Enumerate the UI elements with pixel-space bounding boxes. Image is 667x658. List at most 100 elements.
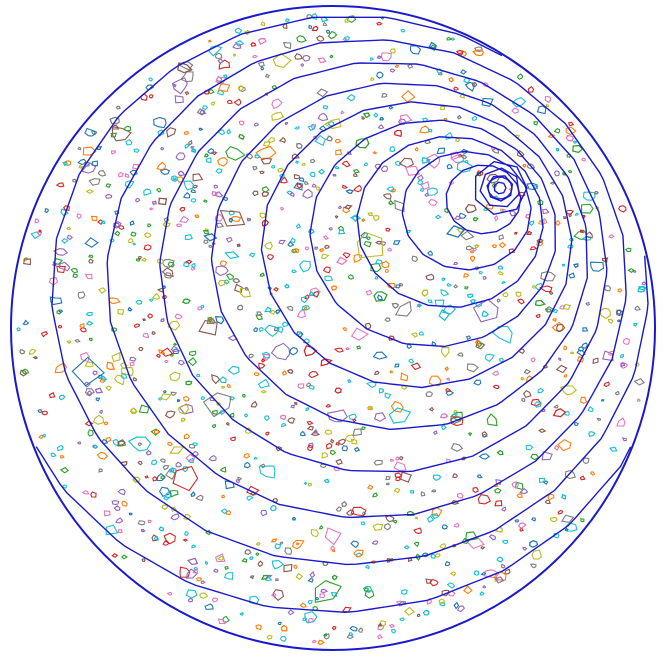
- particle: [343, 253, 350, 258]
- particle: [457, 50, 463, 54]
- particle: [412, 363, 421, 369]
- particle: [323, 106, 327, 109]
- particle: [184, 193, 190, 198]
- particle: [100, 410, 102, 413]
- particle: [195, 215, 198, 218]
- particle: [516, 292, 521, 296]
- particle: [365, 588, 369, 591]
- particle: [527, 232, 531, 235]
- particle: [116, 106, 120, 109]
- particle: [265, 243, 273, 250]
- particle: [185, 144, 189, 148]
- particle: [251, 43, 255, 46]
- particle: [212, 192, 217, 196]
- particle: [251, 576, 254, 578]
- particle: [90, 338, 93, 340]
- particle: [317, 89, 327, 97]
- particle: [196, 495, 203, 500]
- particle: [185, 132, 189, 135]
- particle: [184, 434, 189, 438]
- particle: [272, 539, 277, 542]
- particle: [562, 495, 566, 499]
- particle: [292, 270, 296, 273]
- particle: [142, 530, 145, 532]
- particle: [466, 205, 476, 213]
- particle: [285, 123, 287, 125]
- particle: [168, 442, 172, 445]
- particle: [142, 258, 146, 261]
- particle: [211, 102, 214, 105]
- particle: [610, 447, 617, 451]
- particle: [88, 430, 93, 436]
- particle: [553, 319, 556, 322]
- particle: [564, 375, 567, 377]
- particle: [515, 520, 518, 522]
- particle: [315, 247, 318, 249]
- particle: [303, 189, 312, 198]
- particle: [269, 575, 272, 577]
- particle: [318, 58, 325, 63]
- particle: [458, 494, 464, 498]
- particle: [38, 232, 41, 235]
- particle: [191, 147, 194, 149]
- particle: [182, 418, 185, 421]
- particle: [303, 55, 310, 61]
- particle: [57, 183, 64, 187]
- particle: [525, 370, 531, 374]
- particle: [343, 328, 346, 331]
- large-particle: [173, 467, 198, 491]
- particle: [228, 100, 233, 103]
- particle: [85, 129, 95, 137]
- particle: [178, 400, 180, 402]
- particle: [171, 176, 177, 181]
- particle: [247, 496, 253, 500]
- particle: [384, 524, 390, 530]
- particle: [475, 245, 479, 248]
- particle: [214, 569, 218, 572]
- particle: [248, 218, 251, 220]
- particle: [439, 599, 444, 603]
- particle: [626, 248, 631, 252]
- particle: [168, 262, 174, 267]
- particle: [532, 518, 536, 521]
- particle: [164, 391, 166, 393]
- particle: [254, 328, 258, 332]
- particle: [333, 575, 337, 579]
- particle: [150, 208, 153, 210]
- particle: [382, 94, 387, 97]
- particle: [253, 55, 257, 57]
- particle: [136, 259, 139, 261]
- particle: [308, 579, 312, 583]
- particle: [327, 443, 332, 449]
- particle: [311, 530, 318, 537]
- particle: [312, 640, 316, 642]
- particle: [188, 558, 197, 564]
- particle: [280, 542, 282, 544]
- particle: [467, 336, 471, 339]
- particle: [429, 200, 437, 206]
- particle: [418, 175, 423, 181]
- particle: [434, 475, 441, 480]
- particle: [447, 165, 452, 169]
- particle: [320, 594, 325, 598]
- particle: [204, 240, 208, 244]
- particle: [474, 571, 478, 575]
- particle: [17, 328, 20, 331]
- particle: [185, 92, 188, 95]
- particle: [96, 398, 99, 401]
- particle: [122, 501, 127, 506]
- spiral-contour-layer: [36, 17, 648, 612]
- particle: [171, 392, 176, 395]
- particle: [472, 117, 476, 121]
- particle: [576, 213, 579, 215]
- particle: [515, 232, 517, 234]
- particle: [218, 158, 228, 166]
- particle: [134, 149, 139, 152]
- particle: [115, 231, 120, 235]
- particle: [446, 389, 451, 392]
- particle: [148, 520, 151, 522]
- particle: [212, 598, 217, 602]
- particle: [308, 483, 311, 486]
- particle: [227, 129, 231, 133]
- particle: [154, 537, 158, 540]
